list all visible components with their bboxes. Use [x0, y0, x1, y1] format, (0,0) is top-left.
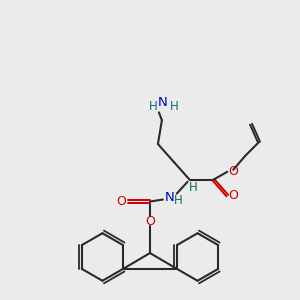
Text: H: H [169, 100, 178, 113]
Text: O: O [228, 189, 238, 202]
Text: O: O [145, 215, 155, 228]
Text: N: N [165, 191, 175, 204]
Text: O: O [228, 165, 238, 178]
Text: H: H [148, 100, 157, 113]
Text: N: N [158, 96, 168, 109]
Text: H: H [174, 194, 183, 207]
Text: H: H [189, 181, 198, 194]
Text: O: O [116, 195, 126, 208]
